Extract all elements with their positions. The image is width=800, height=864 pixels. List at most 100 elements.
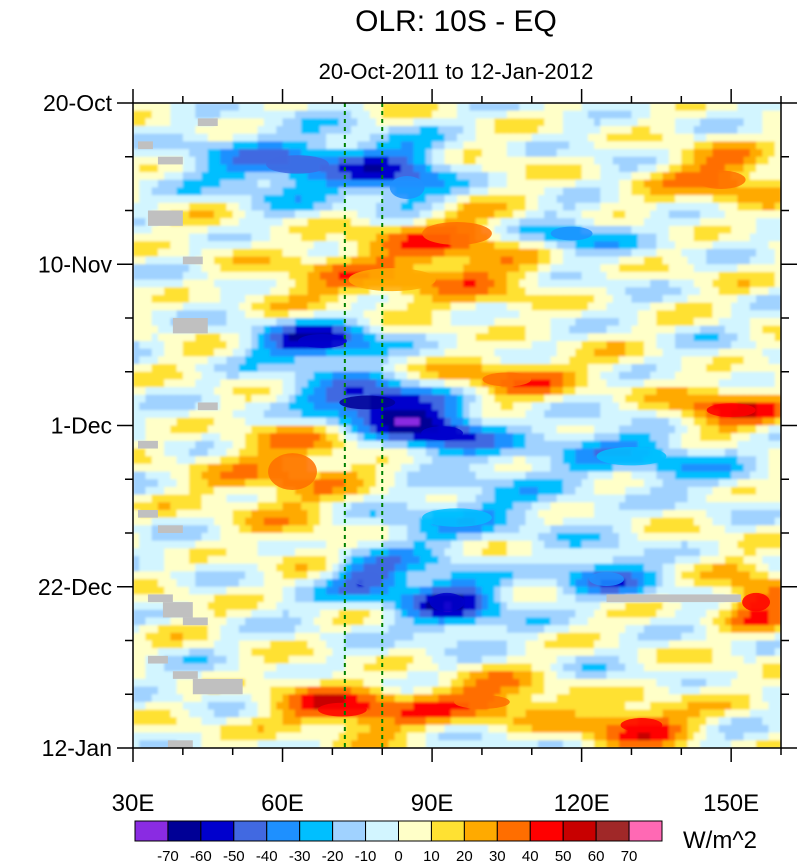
field-cell <box>245 325 252 334</box>
field-cell <box>463 248 471 258</box>
field-cell <box>631 202 639 212</box>
field-cell <box>245 164 252 173</box>
field-cell <box>668 302 676 311</box>
field-cell <box>419 218 427 227</box>
field-cell <box>569 348 576 357</box>
field-cell <box>488 103 495 112</box>
field-cell <box>718 433 726 442</box>
field-cell <box>544 371 552 381</box>
field-cell <box>519 463 527 473</box>
field-cell <box>450 256 458 265</box>
field-cell <box>133 325 140 334</box>
field-cell <box>625 333 633 342</box>
field-cell <box>531 440 539 450</box>
field-cell <box>263 179 271 189</box>
field-cell <box>587 456 595 465</box>
field-cell <box>157 172 165 181</box>
field-cell <box>606 172 614 181</box>
field-cell <box>650 149 657 158</box>
field-cell <box>288 141 296 150</box>
field-cell <box>606 210 614 219</box>
field-cell <box>276 126 284 135</box>
field-cell <box>513 325 520 334</box>
field-cell <box>556 195 564 204</box>
field-cell <box>768 325 776 334</box>
field-cell <box>687 448 695 457</box>
field-cell <box>756 264 763 273</box>
field-cell <box>481 341 489 350</box>
field-cell <box>195 248 203 258</box>
field-cell <box>668 187 676 196</box>
field-cell <box>369 179 377 189</box>
field-cell <box>338 379 346 388</box>
field-cell <box>556 287 564 296</box>
field-cell <box>687 133 695 142</box>
field-cell <box>681 379 689 388</box>
field-cell <box>226 103 234 112</box>
field-cell <box>319 463 327 473</box>
field-cell <box>569 394 576 404</box>
field-cell <box>276 417 284 427</box>
field-cell <box>400 379 408 388</box>
field-cell <box>394 325 402 334</box>
field-cell <box>457 287 464 296</box>
field-cell <box>313 126 321 135</box>
field-cell <box>357 110 365 119</box>
field-cell <box>307 187 315 196</box>
field-cell <box>226 164 234 173</box>
field-cell <box>737 417 745 427</box>
field-cell <box>344 448 352 457</box>
field-cell <box>182 433 190 442</box>
field-cell <box>513 126 520 135</box>
field-cell <box>469 433 477 442</box>
field-cell <box>369 325 377 334</box>
field-cell <box>145 410 153 419</box>
field-cell <box>550 402 558 411</box>
field-cell <box>600 141 608 150</box>
field-cell <box>251 141 259 150</box>
field-cell <box>625 379 633 388</box>
field-cell <box>643 318 651 327</box>
field-cell <box>245 318 252 327</box>
field-cell <box>712 294 720 304</box>
field-cell <box>737 333 745 342</box>
field-cell <box>189 333 196 342</box>
field-cell <box>288 225 296 235</box>
field-cell <box>700 164 707 173</box>
field-cell <box>182 202 190 212</box>
field-cell <box>195 149 203 158</box>
field-cell <box>394 463 402 473</box>
field-cell <box>600 371 608 381</box>
field-cell <box>369 141 377 150</box>
field-cell <box>762 425 770 434</box>
field-cell <box>139 333 147 342</box>
field-cell <box>531 448 539 457</box>
field-cell <box>594 433 601 442</box>
field-cell <box>724 417 732 427</box>
field-cell <box>675 364 682 373</box>
field-cell <box>145 233 153 242</box>
field-cell <box>270 103 277 112</box>
field-cell <box>238 294 246 304</box>
field-cell <box>189 310 196 319</box>
field-cell <box>438 448 446 457</box>
field-cell <box>307 218 315 227</box>
field-cell <box>513 218 520 227</box>
field-cell <box>600 287 608 296</box>
field-cell <box>133 341 140 350</box>
field-cell <box>731 103 738 112</box>
field-cell <box>650 333 657 342</box>
field-cell <box>232 103 240 112</box>
field-cell <box>425 379 433 388</box>
field-cell <box>706 164 714 173</box>
field-cell <box>301 202 309 212</box>
field-cell <box>195 379 203 388</box>
field-cell <box>625 248 633 258</box>
field-cell <box>743 179 751 189</box>
field-cell <box>531 218 539 227</box>
field-cell <box>681 233 689 242</box>
field-cell <box>251 433 259 442</box>
field-cell <box>768 218 776 227</box>
field-cell <box>363 302 371 311</box>
field-cell <box>270 310 277 319</box>
